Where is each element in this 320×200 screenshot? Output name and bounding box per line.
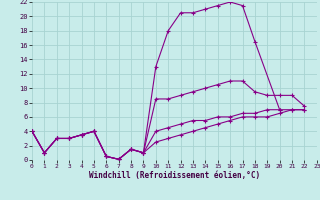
X-axis label: Windchill (Refroidissement éolien,°C): Windchill (Refroidissement éolien,°C) bbox=[89, 171, 260, 180]
